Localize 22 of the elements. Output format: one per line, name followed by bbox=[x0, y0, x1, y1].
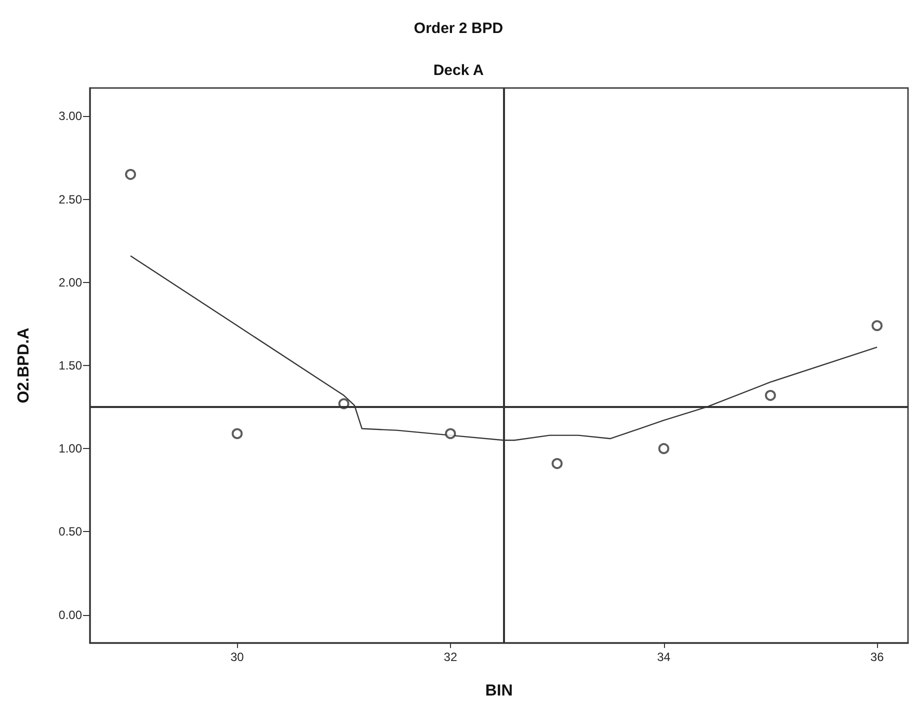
y-tick-label: 0.00 bbox=[58, 608, 82, 622]
y-axis-title: O2.BPD.A bbox=[16, 327, 32, 404]
x-tick-label: 34 bbox=[657, 650, 671, 664]
y-tick-label: 1.00 bbox=[58, 442, 82, 456]
y-tick-label: 3.00 bbox=[58, 109, 82, 124]
point bbox=[872, 320, 883, 332]
point bbox=[658, 443, 670, 454]
chart-subtitle: Deck A bbox=[433, 62, 484, 79]
point bbox=[764, 390, 776, 401]
point bbox=[552, 458, 563, 470]
y-tick-label: 1.50 bbox=[58, 358, 82, 372]
point bbox=[125, 168, 136, 180]
x-tick-label: 32 bbox=[444, 650, 458, 664]
y-tick-label: 2.00 bbox=[58, 275, 82, 290]
x-tick-label: 30 bbox=[230, 650, 244, 664]
x-tick-label: 36 bbox=[870, 650, 884, 664]
chart-title: Order 2 BPD bbox=[414, 20, 504, 37]
y-tick-label: 0.50 bbox=[58, 524, 82, 539]
y-tick-label: 2.50 bbox=[58, 192, 82, 206]
point bbox=[232, 428, 243, 440]
x-axis-title: BIN bbox=[485, 682, 513, 700]
point bbox=[444, 428, 456, 440]
